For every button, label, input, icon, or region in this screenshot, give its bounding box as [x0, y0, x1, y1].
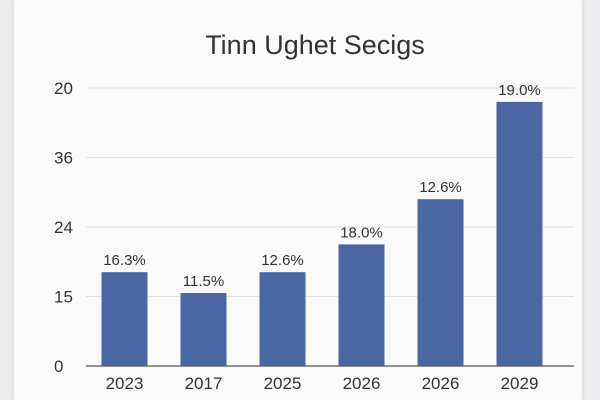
- bar: [180, 293, 227, 366]
- chart-title: Tinn Ughet Secigs: [205, 30, 425, 60]
- bars: [101, 101, 543, 367]
- bar-chart: Tinn Ughet Secigs 0 15 24 36 20 16.3% 11.5% 12…: [54, 30, 574, 393]
- bar: [417, 199, 464, 366]
- data-label: 11.5%: [183, 273, 224, 290]
- y-tick-label: 24: [54, 218, 73, 237]
- y-tick-label: 0: [54, 357, 63, 376]
- data-label: 12.6%: [419, 179, 462, 196]
- x-axis-ticks: 2023 2017 2025 2026 2026 2029: [106, 374, 539, 393]
- data-label: 12.6%: [261, 252, 304, 269]
- gridlines: [86, 87, 574, 297]
- x-tick-label: 2023: [106, 374, 144, 393]
- x-tick-label: 2026: [422, 374, 460, 393]
- x-tick-label: 2017: [185, 374, 223, 393]
- x-tick-label: 2026: [343, 374, 381, 393]
- bar: [259, 272, 306, 366]
- bar: [101, 272, 148, 366]
- y-axis-ticks: 0 15 24 36 20: [54, 79, 73, 376]
- chart-card: Tinn Ughet Secigs 0 15 24 36 20 16.3% 11.5% 12…: [14, 0, 582, 400]
- data-label: 16.3%: [103, 252, 146, 269]
- y-tick-label: 36: [54, 149, 73, 168]
- data-label: 18.0%: [340, 224, 383, 241]
- x-tick-label: 2025: [264, 374, 302, 393]
- data-label: 19.0%: [498, 82, 541, 99]
- x-tick-label: 2029: [501, 374, 539, 393]
- bar: [338, 244, 385, 366]
- y-tick-label: 15: [54, 288, 73, 307]
- data-labels: 16.3% 11.5% 12.6% 18.0% 12.6% 19.0%: [103, 82, 541, 290]
- y-tick-label: 20: [54, 79, 73, 98]
- bar: [496, 101, 543, 367]
